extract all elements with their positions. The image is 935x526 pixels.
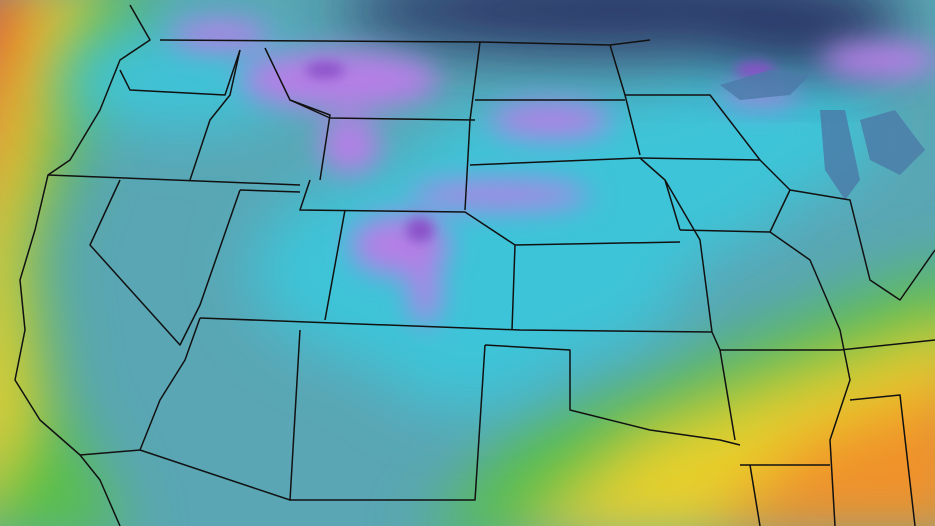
snow-area [410,181,590,209]
snow-area [490,102,610,138]
snow-area [240,50,440,110]
red-area [0,0,20,80]
border-line [789,189,935,301]
snowh-area [305,62,345,78]
border-line [47,174,301,186]
border-line [14,4,151,526]
border-line [324,209,516,331]
lake [720,70,810,100]
snow-area [320,117,380,173]
snow-area [410,255,440,325]
border-line [740,339,935,526]
border-line [289,99,476,121]
border-line [290,344,741,501]
border-line [664,179,840,441]
border-line [749,464,761,526]
border-line [159,39,651,46]
heavy-snow-layer [305,62,775,242]
rain-area [60,30,300,130]
snowh-area [406,218,434,242]
border-line [119,49,241,96]
great-lakes [720,70,925,200]
state-borders [14,4,935,526]
border-line [469,157,681,231]
border-line [299,179,681,246]
orange-area [0,0,46,172]
lake [820,110,860,200]
orange-area [714,387,935,526]
border-line [79,317,201,456]
border-line [89,179,241,346]
snow-layer [170,20,935,325]
snow-area [170,20,270,50]
border-line [199,317,713,333]
rain-area [380,310,560,410]
lake [860,110,925,175]
border-line [189,47,331,181]
border-line [769,231,851,526]
snow-area [820,42,935,78]
